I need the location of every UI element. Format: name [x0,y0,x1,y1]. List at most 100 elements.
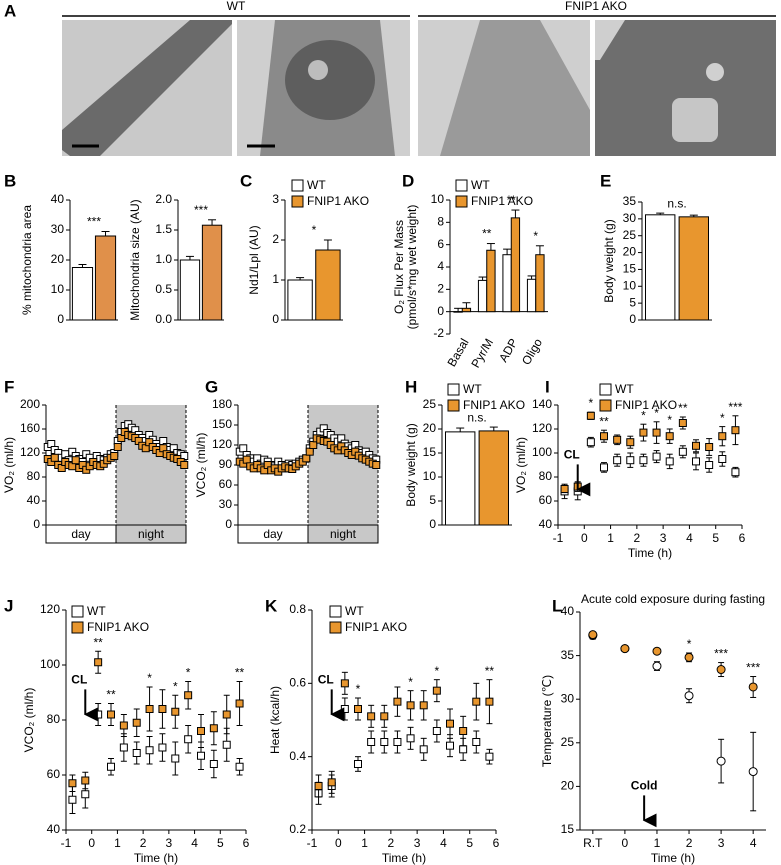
marker [665,432,674,441]
micrograph-detail [595,20,625,60]
bar [478,430,510,526]
marker [222,740,231,749]
legend-swatch [329,605,342,618]
marker [684,691,694,701]
y-tick-label: 30 [623,211,637,225]
x-tick-label: 3 [718,836,725,850]
bar [678,216,709,321]
marker [107,762,115,771]
marker [113,443,122,451]
x-tick-label: 5 [466,836,473,850]
significance-label: ** [599,414,609,428]
marker [406,701,415,710]
panel-letter: J [4,596,13,615]
y-axis-label: Heat (kcal/h) [268,686,282,754]
x-tick-label: 0 [581,531,588,545]
panel-letter: I [545,377,550,396]
marker [171,754,180,763]
significance-label: * [312,223,317,237]
marker [639,428,648,437]
y-axis-label: Temperature (℃) [540,675,554,767]
marker [94,658,103,667]
significance-label: *** [194,203,208,217]
marker [302,454,311,463]
y-tick-label: 1.5 [155,222,172,236]
y-tick-label: 120 [212,437,232,451]
y-tick-label: 10 [423,469,437,483]
marker [145,705,154,713]
y-tick-label: 0.8 [289,602,306,616]
marker [692,457,700,466]
x-tick-label: 1 [607,531,614,545]
y-tick-label: 25 [561,735,575,749]
chart-title: Acute cold exposure during fasting [581,592,765,606]
marker [613,435,622,444]
significance-label: *** [746,661,760,675]
legend-swatch [447,399,460,412]
bar [94,235,117,321]
marker [235,762,244,771]
significance-label: ** [235,666,245,680]
legend-label: FNIP1 AKO [87,620,149,634]
y-tick-label: 30 [561,691,575,705]
y-tick-label: 200 [20,397,40,411]
marker [81,790,90,799]
panel-letter: F [4,377,14,396]
y-tick-label: 0.2 [289,822,306,836]
x-tick-label: 0 [88,836,95,850]
marker [132,718,141,727]
x-tick-label: 5 [217,836,224,850]
significance-label: * [641,408,646,422]
marker [472,738,481,746]
marker [145,746,154,755]
marker [626,456,635,465]
panel-letter: L [552,596,562,615]
y-axis-label: Mitochondria size (AU) [128,199,142,320]
y-axis-label: VCO₂ (ml/h) [22,688,36,753]
y-tick-label: 90 [219,457,233,471]
x-tick-label: 2 [634,531,641,545]
panel-letter: H [405,377,417,396]
bar [502,254,512,313]
legend-label: FNIP1 AKO [615,398,677,412]
y-tick-label: 40 [561,604,575,618]
y-tick-label: 100 [40,657,60,671]
y-tick-label: 120 [20,445,40,459]
y-tick-label: 20 [561,779,575,793]
y-tick-label: 0 [57,312,64,326]
x-tick-label: 2 [140,836,147,850]
significance-label: * [173,679,178,693]
y-tick-label: 0 [33,517,40,531]
y-tick-label: 140 [532,397,552,411]
significance-label: *** [714,647,728,661]
legend-swatch [329,621,342,634]
marker [367,738,376,746]
bar [461,307,472,313]
micrograph-detail [62,20,232,156]
y-axis-label: VCO₂ (ml/h) [194,433,208,498]
significance-label: * [408,675,413,689]
marker [678,419,687,427]
y-tick-label: 60 [539,493,553,507]
significance-label: ** [93,635,103,649]
marker [81,776,90,785]
y-tick-label: 0 [437,304,444,318]
x-tick-label: 0 [335,836,342,850]
y-tick-label: 180 [212,397,232,411]
x-tick-label: 4 [440,836,447,850]
significance-label: ** [485,664,495,678]
marker [354,760,362,768]
y-tick-label: 4 [437,259,444,273]
legend-swatch [447,383,460,396]
marker [718,432,727,441]
marker [705,443,714,451]
micrograph-detail [237,20,275,156]
marker [107,710,115,719]
x-tick-label: 4 [686,531,693,545]
legend-swatch [291,195,304,208]
significance-label: *** [728,400,742,414]
panel-letter: D [402,171,414,190]
marker [393,738,402,746]
marker [485,752,494,761]
y-tick-label: 15 [423,445,437,459]
